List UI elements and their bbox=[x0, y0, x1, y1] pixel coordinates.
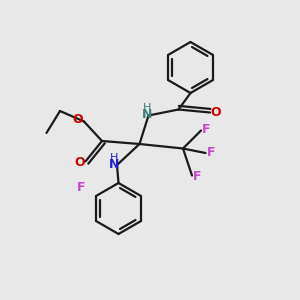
Text: O: O bbox=[72, 112, 83, 126]
Text: F: F bbox=[207, 146, 215, 160]
Text: O: O bbox=[210, 106, 221, 119]
Text: H: H bbox=[110, 153, 118, 164]
Text: N: N bbox=[142, 107, 152, 121]
Text: H: H bbox=[143, 103, 151, 113]
Text: F: F bbox=[202, 122, 211, 136]
Text: N: N bbox=[109, 158, 119, 171]
Text: F: F bbox=[77, 182, 86, 194]
Text: O: O bbox=[75, 156, 86, 170]
Text: F: F bbox=[193, 170, 202, 184]
